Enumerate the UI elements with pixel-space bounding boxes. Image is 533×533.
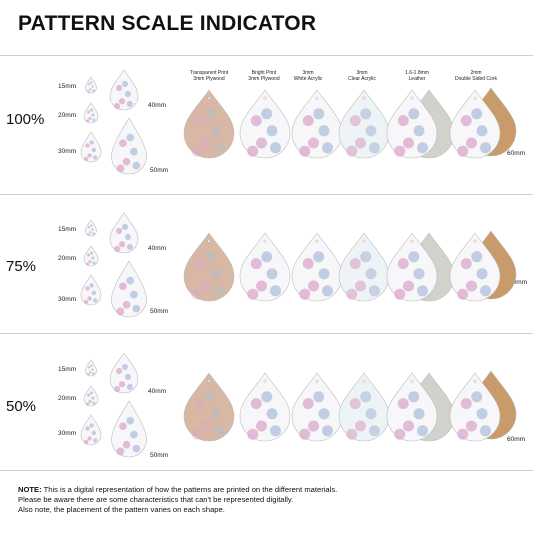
divider xyxy=(0,194,533,195)
sample-drop-30mm xyxy=(80,414,102,446)
note-line-1: This is a digital representation of how … xyxy=(41,485,338,494)
sample-drop-20mm xyxy=(83,245,99,267)
size-label-40mm: 40mm xyxy=(148,388,167,395)
sample-drop-40mm xyxy=(109,212,139,254)
divider xyxy=(0,470,533,471)
scale-percent-50: 50% xyxy=(6,398,37,415)
size-label-40mm: 40mm xyxy=(148,102,167,109)
sample-drop-leather xyxy=(386,232,438,302)
sample-drop-cork xyxy=(449,89,501,159)
size-label-15mm: 15mm xyxy=(58,83,77,90)
material-label-plywood-bright: Bright Print 3mm Plywood xyxy=(248,70,280,82)
sample-drop-plywood-bright xyxy=(239,372,291,442)
footnote: NOTE: This is a digital representation o… xyxy=(18,485,518,515)
sample-drop-50mm xyxy=(111,400,147,458)
note-label: NOTE: xyxy=(18,485,42,494)
size-label-60mm: 60mm xyxy=(507,150,526,157)
size-label-60mm: 60mm xyxy=(507,436,526,443)
sample-drop-plywood-bright xyxy=(239,232,291,302)
scale-percent-75: 75% xyxy=(6,258,37,275)
sample-drop-white-acrylic xyxy=(291,372,343,442)
sample-drop-40mm xyxy=(109,352,139,394)
sample-drop-50mm xyxy=(111,260,147,318)
sample-drop-15mm xyxy=(85,359,97,377)
size-label-30mm: 30mm xyxy=(58,148,77,155)
sample-drop-20mm xyxy=(83,102,99,124)
size-label-15mm: 15mm xyxy=(58,226,77,233)
sample-drop-15mm xyxy=(85,76,97,94)
size-label-50mm: 50mm xyxy=(150,452,169,459)
sample-drop-15mm xyxy=(85,219,97,237)
sample-drop-clear-acrylic xyxy=(338,372,390,442)
divider xyxy=(0,55,533,56)
size-label-30mm: 30mm xyxy=(58,296,77,303)
sample-drop-cork xyxy=(449,232,501,302)
size-label-20mm: 20mm xyxy=(58,395,77,402)
sample-drop-30mm xyxy=(80,274,102,306)
sample-drop-30mm xyxy=(80,131,102,163)
size-label-50mm: 50mm xyxy=(150,308,169,315)
sample-drop-plywood-transparent xyxy=(183,232,235,302)
sample-drop-50mm xyxy=(111,117,147,175)
sample-drop-cork xyxy=(449,372,501,442)
note-line-3: Also note, the placement of the pattern … xyxy=(18,505,225,514)
material-label-leather: 1.6-1.8mm Leather xyxy=(405,70,429,82)
sample-drop-white-acrylic xyxy=(291,232,343,302)
sample-drop-clear-acrylic xyxy=(338,232,390,302)
sample-drop-leather xyxy=(386,372,438,442)
sample-drop-40mm xyxy=(109,69,139,111)
size-label-60mm: 60mm xyxy=(509,279,528,286)
page-title: PATTERN SCALE INDICATOR xyxy=(18,12,317,35)
material-label-plywood-transparent: Transparent Print 3mm Plywood xyxy=(189,70,229,82)
sample-drop-clear-acrylic xyxy=(338,89,390,159)
note-line-2: Please be aware there are some character… xyxy=(18,495,294,504)
divider xyxy=(0,333,533,334)
sample-drop-20mm xyxy=(83,385,99,407)
sample-drop-plywood-transparent xyxy=(183,372,235,442)
size-label-40mm: 40mm xyxy=(148,245,167,252)
material-label-clear-acrylic: 3mm Clear Acrylic xyxy=(348,70,376,82)
sample-drop-plywood-transparent xyxy=(183,89,235,159)
material-label-white-acrylic: 3mm White Acrylic xyxy=(293,70,323,82)
sample-drop-white-acrylic xyxy=(291,89,343,159)
size-label-15mm: 15mm xyxy=(58,366,77,373)
scale-percent-100: 100% xyxy=(6,111,45,128)
size-label-20mm: 20mm xyxy=(58,112,77,119)
sample-drop-leather xyxy=(386,89,438,159)
size-label-30mm: 30mm xyxy=(58,430,77,437)
material-label-cork: 2mm Double Sided Cork xyxy=(455,70,497,82)
size-label-50mm: 50mm xyxy=(150,167,169,174)
sample-drop-plywood-bright xyxy=(239,89,291,159)
size-label-20mm: 20mm xyxy=(58,255,77,262)
